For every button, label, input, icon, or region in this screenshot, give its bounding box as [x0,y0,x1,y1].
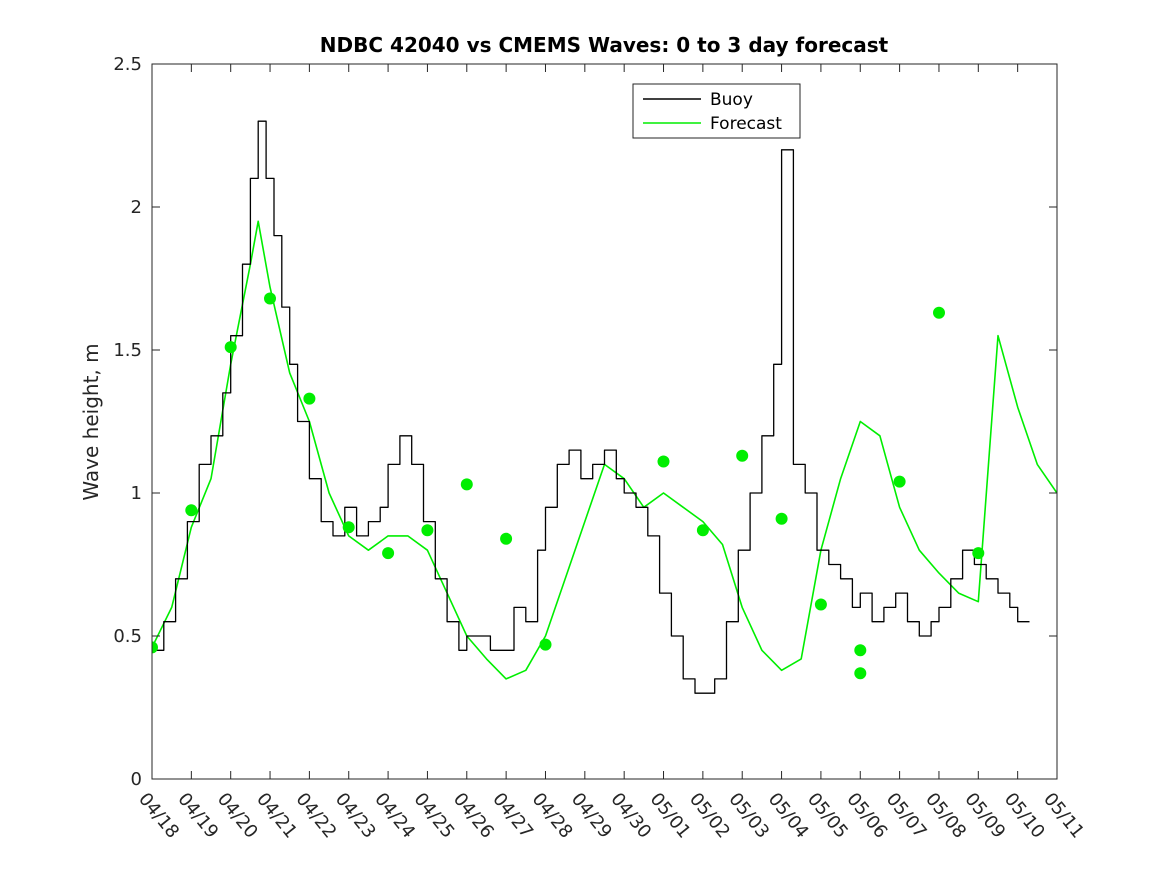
y-tick-label: 1.5 [113,340,142,361]
x-tick-label: 04/22 [292,789,341,843]
forecast-marker-point [421,524,434,537]
forecast-marker-point [933,306,945,319]
forecast-marker-point [854,644,867,657]
y-tick-label: 1 [131,483,142,504]
series-line-buoy [152,120,1030,694]
x-tick-label: 05/06 [842,789,891,843]
x-tick-label: 05/10 [1000,789,1049,843]
x-tick-label: 04/19 [173,789,222,843]
x-tick-label: 05/04 [764,789,813,843]
x-tick-label: 04/25 [410,789,459,843]
x-tick-label: 04/18 [134,789,183,843]
forecast-marker-point [854,667,867,680]
x-tick-label: 05/08 [921,789,970,843]
y-tick-label: 0.5 [113,626,142,647]
x-tick-label: 05/02 [685,789,734,843]
legend: Buoy Forecast [632,83,801,139]
x-tick-label: 04/30 [606,789,655,843]
x-tick-label: 05/11 [1039,789,1088,843]
x-tick-label: 04/21 [252,789,301,843]
forecast-marker-point [303,392,316,405]
y-tick-label: 2.5 [113,54,142,75]
forecast-marker-point [736,449,749,462]
y-tick-label: 2 [131,197,142,218]
forecast-marker-point [972,547,985,560]
forecast-marker-point [500,532,513,545]
y-axis-label: Wave height, m [79,343,103,500]
forecast-marker-point [460,478,473,491]
x-tick-label: 05/07 [882,789,931,843]
axes: 00.511.522.504/1804/1904/2004/2104/2204/… [113,54,1088,842]
forecast-marker-point [814,598,827,611]
x-tick-label: 05/09 [960,789,1009,843]
forecast-marker-point [382,547,395,560]
forecast-marker-point [657,455,670,468]
x-tick-label: 04/24 [370,789,419,843]
forecast-marker-point [152,641,158,654]
forecast-marker-point [342,521,355,534]
y-tick-label: 0 [131,769,142,790]
legend-box [632,83,801,139]
forecast-marker-point [775,512,788,525]
x-tick-label: 04/27 [488,789,537,843]
axes-box [151,63,1058,780]
x-tick-label: 04/26 [449,789,498,843]
legend-entry-forecast: Forecast [710,114,782,134]
chart-title: NDBC 42040 vs CMEMS Waves: 0 to 3 day fo… [320,33,889,57]
x-tick-label: 05/01 [646,789,695,843]
data-layer [152,120,1057,694]
x-tick-label: 05/03 [724,789,773,843]
forecast-marker-point [539,638,552,651]
series-line-forecast [152,220,1057,680]
forecast-marker-point [224,341,237,354]
x-tick-label: 05/05 [803,789,852,843]
forecast-marker-point [893,475,906,488]
x-tick-label: 04/23 [331,789,380,843]
x-tick-label: 04/29 [567,789,616,843]
x-tick-label: 04/20 [213,789,262,843]
x-tick-label: 04/28 [528,789,577,843]
plot-area [152,120,1057,694]
forecast-marker-point [264,292,276,305]
forecast-marker-point [185,504,198,517]
legend-entry-buoy: Buoy [710,90,753,110]
forecast-marker-point [696,524,709,537]
